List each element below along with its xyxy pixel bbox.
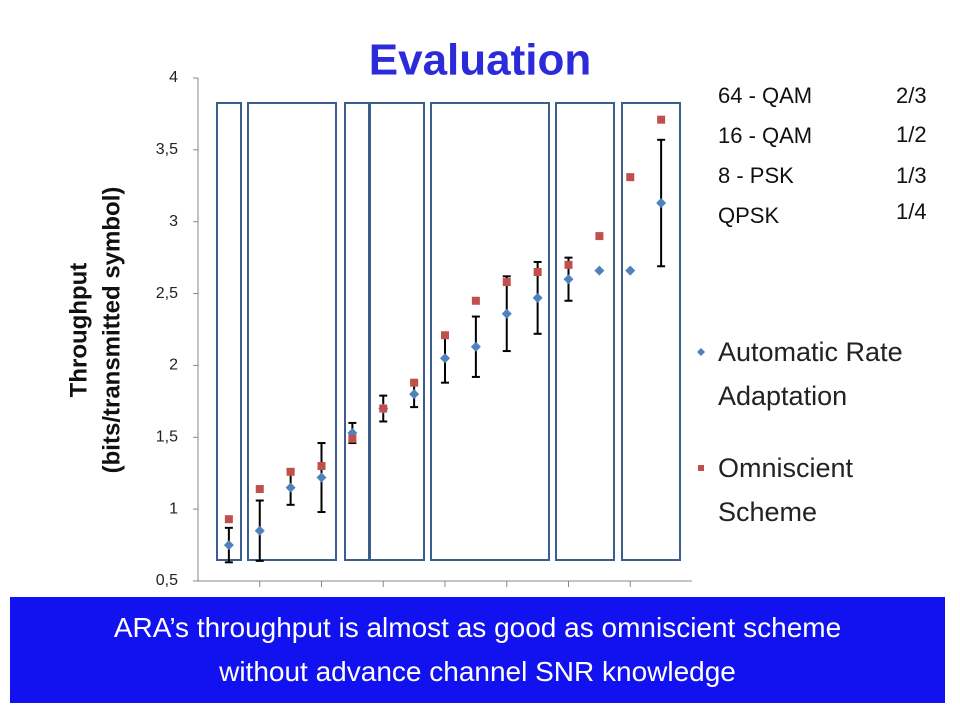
point [471, 296, 480, 305]
point [223, 540, 234, 551]
point [563, 274, 574, 285]
point [316, 472, 327, 483]
y-tick-label: 1,5 [156, 429, 178, 446]
point [440, 353, 450, 364]
group-box [555, 102, 615, 561]
legend-label: Omniscient Scheme [718, 453, 854, 527]
point [379, 404, 388, 413]
point [625, 265, 636, 276]
point [501, 308, 512, 319]
point [626, 173, 635, 182]
banner: ARA’s throughput is almost as good as om… [10, 597, 945, 703]
y-tick-label: 2 [169, 357, 178, 374]
point [564, 260, 573, 269]
modulation-label: QPSK [718, 203, 779, 228]
rate-label: 1/4 [896, 199, 927, 224]
rate-label: 2/3 [896, 83, 927, 108]
legend-marker [698, 465, 704, 471]
point [255, 485, 264, 494]
legend-swatch [697, 348, 705, 356]
point [285, 482, 296, 493]
y-tick-label: 2,5 [156, 285, 178, 302]
legend-item: Omniscient Scheme [698, 446, 940, 534]
rate-label: 1/3 [896, 163, 927, 188]
point [410, 378, 419, 387]
point [594, 265, 605, 276]
point [595, 232, 604, 241]
y-tick-label: 4 [169, 69, 178, 86]
point [317, 462, 326, 471]
y-axis-title: Throughput [65, 263, 92, 398]
point [224, 515, 233, 524]
y-tick-label: 1 [169, 500, 178, 517]
legend-label: Automatic Rate Adaptation [718, 337, 903, 411]
point [470, 341, 481, 352]
point [409, 389, 420, 400]
modulation-label: 16 - QAM [718, 123, 812, 148]
modulation-label: 8 - PSK [718, 163, 794, 188]
rate-label: 1/2 [896, 122, 927, 147]
group-box [216, 102, 242, 561]
banner-text: ARA’s throughput is almost as good as om… [113, 612, 842, 687]
modulation-label: 64 - QAM [718, 83, 812, 108]
legend: Automatic Rate Adaptation Omniscient Sche… [697, 330, 940, 562]
group-box [621, 102, 681, 561]
point [532, 292, 543, 303]
legend-item: Automatic Rate Adaptation [697, 330, 940, 418]
point [656, 198, 667, 209]
point [502, 278, 511, 287]
point [657, 115, 666, 124]
group-box [430, 102, 550, 561]
y-tick-label: 0,5 [156, 572, 178, 589]
group-box [344, 102, 371, 561]
point [286, 467, 295, 476]
chart-title: Evaluation [369, 36, 592, 85]
group-box [368, 102, 425, 561]
legend-marker [697, 348, 705, 356]
y-tick-label: 3,5 [156, 141, 178, 158]
point [533, 268, 542, 277]
y-tick-label: 3 [169, 213, 178, 230]
point [441, 331, 449, 340]
legend-swatch [698, 465, 704, 471]
group-box [247, 102, 337, 561]
point [348, 434, 357, 443]
point [254, 525, 265, 536]
y-axis-title: (bits/transmitted symbol) [98, 187, 125, 474]
